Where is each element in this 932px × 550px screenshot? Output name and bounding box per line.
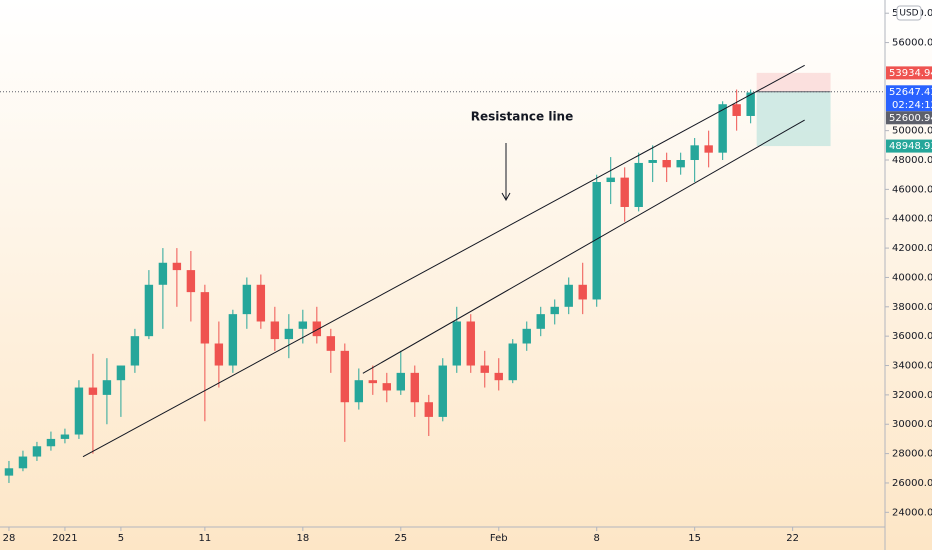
- target-zone: [756, 91, 831, 147]
- candle-body: [494, 372, 503, 381]
- candle-body: [256, 284, 266, 322]
- y-tick-label: 32000.00: [892, 390, 932, 401]
- y-tick-label: 24000.00: [892, 507, 932, 518]
- y-tick-label: 48000.00: [892, 155, 932, 166]
- candle-body: [718, 104, 727, 153]
- candle-body: [606, 177, 615, 183]
- candle-body: [46, 438, 56, 447]
- candle-body: [172, 262, 182, 271]
- y-tick-label: 38000.00: [892, 302, 932, 313]
- candle-body: [466, 321, 475, 366]
- x-tick-label: 22: [786, 533, 799, 544]
- candle-body: [186, 270, 196, 293]
- candle-body: [704, 145, 713, 153]
- candle-body: [4, 468, 14, 476]
- y-tick-label: 30000.00: [892, 419, 932, 430]
- candle-body: [396, 372, 405, 391]
- y-tick-label: 56000.00: [892, 38, 932, 49]
- trend-line: [82, 64, 805, 458]
- candle-body: [508, 343, 517, 381]
- candle-body: [564, 284, 573, 307]
- candle-body: [158, 262, 168, 285]
- candle-body: [74, 387, 84, 435]
- countdown: 02:24:12: [892, 100, 932, 111]
- y-tick-label: 26000.00: [892, 478, 932, 489]
- price-label: 53934.94: [889, 68, 932, 79]
- x-tick-label: 15: [688, 533, 701, 544]
- candle-body: [592, 182, 601, 300]
- y-tick-label: 36000.00: [892, 331, 932, 342]
- y-tick-label: 46000.00: [892, 184, 932, 195]
- candle-body: [116, 365, 126, 381]
- y-tick-label: 28000.00: [892, 449, 932, 460]
- x-tick-label: 5: [118, 533, 124, 544]
- trend-line: [362, 119, 805, 374]
- candle-body: [18, 456, 28, 469]
- candle-body: [690, 145, 699, 161]
- x-tick-label: Feb: [490, 533, 508, 544]
- price-label: 48948.93: [889, 141, 932, 152]
- annotation: Resistance line: [471, 110, 574, 124]
- currency-badge: [896, 5, 922, 21]
- candle-body: [60, 434, 70, 439]
- x-tick-label: 18: [296, 533, 309, 544]
- candle-body: [228, 314, 238, 366]
- candle-body: [410, 372, 419, 403]
- candle-body: [326, 336, 336, 351]
- price-label: 52647.43: [889, 87, 932, 98]
- candle-body: [340, 350, 350, 403]
- candle-body: [354, 380, 364, 403]
- candle-body: [144, 284, 154, 337]
- candle-body: [732, 104, 741, 116]
- candle-body: [312, 321, 322, 337]
- candle-body: [242, 284, 252, 315]
- x-tick-label: 28: [3, 533, 16, 544]
- candle-body: [550, 306, 559, 315]
- candle-body: [746, 92, 755, 116]
- y-tick-label: 50000.00: [892, 126, 932, 137]
- currency: USD: [899, 9, 918, 19]
- candle-body: [270, 321, 280, 340]
- x-tick-label: 11: [199, 533, 212, 544]
- y-tick-label: 44000.00: [892, 214, 932, 225]
- price-label-box: [886, 85, 932, 112]
- candle-body: [32, 446, 42, 457]
- x-tick-label: 25: [394, 533, 407, 544]
- y-tick-label: 42000.00: [892, 243, 932, 254]
- y-tick-label: 40000.00: [892, 272, 932, 283]
- candle-body: [438, 365, 447, 417]
- candle-body: [88, 387, 98, 395]
- x-tick-label: 2021: [52, 533, 77, 544]
- candle-body: [284, 328, 294, 340]
- candle-body: [200, 292, 210, 344]
- candle-body: [578, 284, 587, 300]
- candle-body: [620, 177, 629, 207]
- candle-body: [102, 380, 112, 395]
- candle-body: [522, 328, 531, 344]
- annotation-arrow-head: [501, 192, 511, 202]
- price-label-box: [886, 111, 932, 125]
- candle-body: [536, 314, 545, 329]
- candle-body: [130, 336, 140, 366]
- candle-body: [648, 160, 657, 163]
- candle-body: [452, 321, 461, 366]
- candle-body: [382, 383, 392, 391]
- x-tick-label: 8: [594, 533, 600, 544]
- candle-body: [480, 365, 489, 373]
- price-label-box: [886, 139, 932, 153]
- candle-body: [298, 321, 308, 329]
- candle-body: [634, 162, 643, 207]
- price-label: 52600.94: [889, 113, 932, 124]
- candle-body: [214, 343, 224, 366]
- stop-zone: [756, 72, 831, 92]
- price-label-box: [886, 66, 932, 80]
- candle-body: [662, 160, 671, 168]
- y-tick-label: 34000.00: [892, 361, 932, 372]
- candle-body: [368, 380, 378, 384]
- candle-body: [676, 160, 685, 168]
- candle-body: [424, 402, 433, 417]
